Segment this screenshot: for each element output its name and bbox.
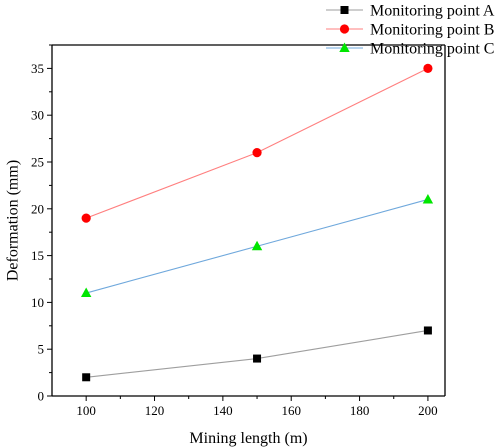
data-point <box>81 213 91 223</box>
data-point <box>253 354 262 363</box>
legend: Monitoring point A Monitoring point B Moni… <box>326 3 495 58</box>
legend-marker <box>339 24 350 34</box>
data-point <box>252 148 262 158</box>
x-tick-label: 160 <box>281 403 301 418</box>
series-monitoring-point-a <box>82 326 432 382</box>
y-tick-label: 30 <box>31 108 44 123</box>
x-tick-label: 100 <box>76 403 96 418</box>
series-monitoring-point-c <box>80 193 434 298</box>
axes: 100 120 140 160 180 200 0 5 10 15 20 25 30 35 <box>31 44 446 418</box>
legend-label: Monitoring point A <box>370 3 495 20</box>
y-tick-label: 5 <box>38 342 45 357</box>
y-axis-title: Deformation (mm) <box>5 160 22 281</box>
data-point <box>80 287 92 298</box>
y-tick-label: 25 <box>31 155 44 170</box>
data-point <box>422 193 434 204</box>
legend-label: Monitoring point C <box>370 41 494 58</box>
y-tick-label: 10 <box>31 295 44 310</box>
series-monitoring-point-b <box>81 63 433 223</box>
x-tick-label: 180 <box>350 403 370 418</box>
x-axis-title: Mining length (m) <box>189 430 307 447</box>
data-point <box>423 63 433 73</box>
data-point <box>251 240 263 251</box>
data-point <box>423 326 432 335</box>
x-tick-label: 200 <box>418 403 438 418</box>
data-point <box>82 373 91 382</box>
y-tick-label: 0 <box>38 389 45 404</box>
legend-label: Monitoring point B <box>370 22 494 39</box>
series-line <box>86 329 429 378</box>
legend-item: Monitoring point C <box>326 41 494 58</box>
legend-item: Monitoring point A <box>326 3 495 20</box>
y-tick-label: 35 <box>31 61 44 76</box>
y-tick-label: 15 <box>31 248 44 263</box>
legend-marker <box>339 42 350 52</box>
x-tick-label: 140 <box>213 403 233 418</box>
y-tick-label: 20 <box>31 201 44 216</box>
series-line <box>85 67 429 219</box>
series-layer <box>80 63 434 382</box>
x-tick-label: 120 <box>145 403 165 418</box>
legend-item: Monitoring point B <box>326 22 494 39</box>
legend-marker <box>340 6 349 14</box>
